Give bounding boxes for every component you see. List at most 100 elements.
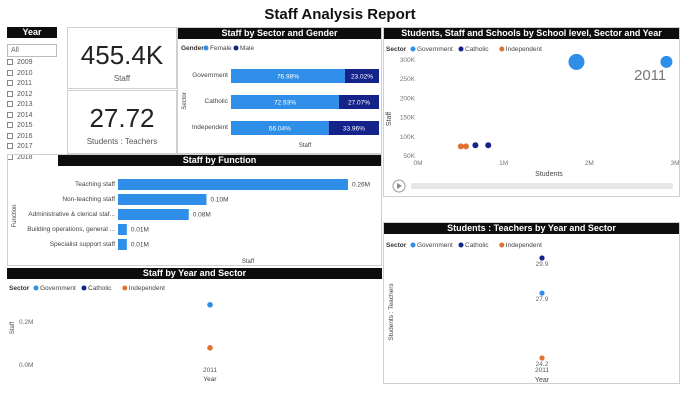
year-slicer-item-label: 2015 [17, 122, 33, 129]
scatter-y-tick: 50K [403, 153, 415, 160]
gender-data-label-male: 23.02% [351, 74, 373, 81]
checkbox-icon[interactable] [7, 143, 13, 150]
gender-data-label-female: 66.04% [269, 126, 291, 133]
gender-bar-female[interactable] [231, 95, 339, 109]
gender-chart-panel[interactable]: Staff by Sector and Gender Gender Female M… [177, 27, 382, 154]
year-slicer-item-2009[interactable]: 2009 [7, 58, 57, 69]
scatter-y-tick: 100K [400, 134, 416, 141]
function-bar[interactable] [118, 209, 189, 220]
year-slicer-item-label: 2017 [17, 143, 33, 150]
year-slicer-item-label: 2011 [17, 80, 33, 87]
year-slicer-item-2015[interactable]: 2015 [7, 121, 57, 132]
year-slicer-item-2017[interactable]: 2017 [7, 142, 57, 153]
ratio-point-catholic[interactable] [539, 255, 545, 261]
kpi-ratio-label: Students : Teachers [86, 137, 158, 146]
scatter-axis-x-label: Students [535, 171, 563, 178]
function-bar[interactable] [118, 179, 348, 190]
ratio-data-label: 24.2 [536, 361, 549, 368]
year-slicer: Year All 2009 2010 2011 2012 2013 2014 2015 201… [7, 27, 57, 162]
year-slicer-item-label: 2010 [17, 69, 33, 77]
legend-marker [410, 46, 416, 52]
gender-data-label-male: 27.07% [348, 100, 370, 107]
checkbox-icon[interactable] [7, 59, 13, 66]
year-slicer-item-2016[interactable]: 2016 [7, 132, 57, 143]
year-slicer-item-2014[interactable]: 2014 [7, 111, 57, 122]
checkbox-icon[interactable] [7, 101, 13, 108]
year-slicer-list: 2009 2010 2011 2012 2013 2014 2015 2016 2017 2018 [7, 58, 57, 163]
kpi-staff-card[interactable]: 455.4K Staff [67, 27, 177, 89]
scatter-y-tick: 250K [400, 76, 416, 83]
checkbox-icon[interactable] [7, 132, 13, 139]
gender-bar-male[interactable] [328, 121, 379, 135]
scatter-x-tick: 0M [413, 160, 422, 167]
year-slicer-item-label: 2012 [17, 90, 33, 98]
year-sector-legend-item: Catholic [88, 285, 112, 292]
function-category-label: Building operations, general ... [27, 226, 115, 233]
scatter-point-government[interactable] [568, 53, 585, 70]
scatter-point-catholic[interactable] [472, 142, 479, 149]
year-sector-chart-panel[interactable]: Staff by Year and Sector Sector Governmen… [7, 268, 382, 388]
legend-marker [33, 285, 39, 291]
year-slicer-all-label: All [11, 47, 19, 54]
ratio-point-government[interactable] [539, 290, 545, 296]
scatter-point-independent[interactable] [462, 143, 469, 150]
ratio-axis-y-label: Students : Teachers [388, 283, 395, 341]
checkbox-icon[interactable] [7, 69, 13, 76]
scatter-y-tick: 300K [400, 57, 416, 64]
scatter-x-tick: 2M [585, 160, 594, 167]
checkbox-icon[interactable] [7, 80, 13, 87]
legend-marker [458, 242, 464, 248]
scatter-chart-panel[interactable]: Students, Staff and Schools by School le… [383, 27, 680, 197]
year-sector-legend-item: Independent [129, 285, 165, 292]
ratio-legend-item: Government [417, 242, 453, 249]
year-slicer-item-2012[interactable]: 2012 [7, 90, 57, 101]
gender-legend-title: Gender [181, 45, 204, 52]
ratio-legend-title: Sector [386, 242, 407, 249]
scatter-legend-item: Catholic [465, 46, 489, 53]
play-axis-track[interactable] [411, 183, 673, 189]
function-bar[interactable] [118, 224, 127, 235]
play-icon [397, 183, 402, 189]
year-slicer-item-2010[interactable]: 2010 [7, 69, 57, 80]
gender-legend-item: Male [240, 45, 254, 52]
function-axis-x-label: Staff [242, 259, 255, 265]
function-category-label: Non-teaching staff [62, 196, 115, 203]
year-sector-axis-y-label: Staff [10, 322, 16, 335]
gender-bar-female[interactable] [231, 121, 329, 135]
year-slicer-item-2011[interactable]: 2011 [7, 79, 57, 90]
function-data-label: 0.08M [193, 212, 211, 219]
function-chart-panel[interactable]: Staff by Function Function Teaching staff… [7, 154, 382, 266]
scatter-x-tick: 3M [670, 160, 679, 167]
function-bar[interactable] [118, 194, 207, 205]
legend-marker [122, 285, 128, 291]
year-sector-point-independent[interactable] [207, 345, 213, 351]
gender-bar-male[interactable] [344, 69, 379, 83]
ratio-point-independent[interactable] [539, 355, 545, 361]
legend-marker [499, 46, 505, 52]
ratio-axis-x-label: Year [535, 377, 550, 384]
checkbox-icon[interactable] [7, 111, 13, 118]
legend-marker [458, 46, 464, 52]
function-bar[interactable] [118, 239, 127, 250]
ratio-chart-panel[interactable]: Students : Teachers by Year and Sector S… [383, 222, 680, 384]
ratio-data-label: 27.9 [536, 296, 549, 303]
checkbox-icon[interactable] [7, 90, 13, 97]
year-slicer-all-dropdown[interactable]: All [7, 44, 57, 57]
year-sector-point-government[interactable] [207, 302, 213, 308]
gender-bar-female[interactable] [231, 69, 345, 83]
year-slicer-item-label: 2016 [17, 132, 33, 140]
scatter-point-catholic[interactable] [485, 142, 492, 149]
kpi-ratio-card[interactable]: 27.72 Students : Teachers [67, 90, 177, 154]
scatter-point-independent[interactable] [457, 143, 464, 150]
legend-marker [499, 242, 505, 248]
gender-data-label-female: 76.98% [277, 74, 299, 81]
year-sector-axis-x-label: Year [203, 376, 217, 383]
year-slicer-item-2013[interactable]: 2013 [7, 100, 57, 111]
function-category-label: Administrative & clerical staf... [28, 211, 115, 218]
report-title: Staff Analysis Report [264, 6, 416, 23]
scatter-legend-item: Independent [506, 46, 542, 53]
scatter-point-government[interactable] [660, 55, 673, 68]
gender-data-label-female: 72.93% [274, 100, 296, 107]
checkbox-icon[interactable] [7, 122, 13, 129]
gender-bar-male[interactable] [338, 95, 379, 109]
